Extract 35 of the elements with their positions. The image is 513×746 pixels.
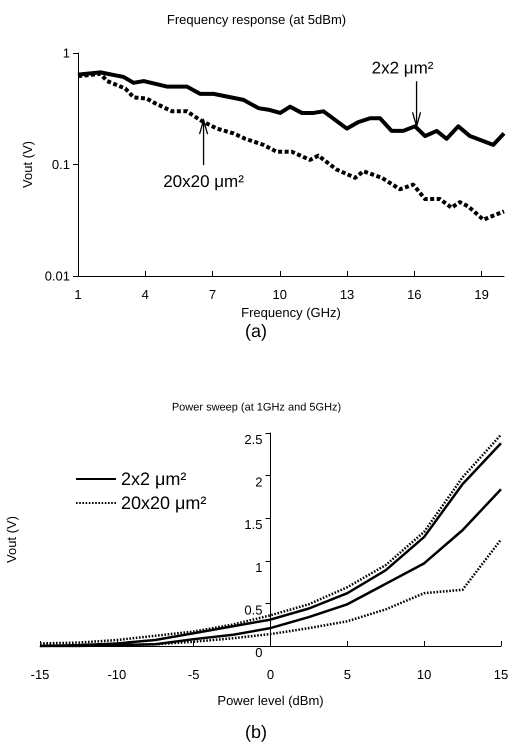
chart-title: Frequency response (at 5dBm) bbox=[166, 12, 346, 27]
x-tick-label: 4 bbox=[142, 287, 149, 302]
x-axis-title: Frequency (GHz) bbox=[241, 305, 341, 320]
x-tick-label: -15 bbox=[30, 667, 50, 682]
y-tick-label: 0.5 bbox=[244, 602, 262, 618]
x-axis-title: Power level (dBm) bbox=[217, 693, 324, 708]
y-tick-label: 0.01 bbox=[44, 268, 70, 284]
x-tick-label: 10 bbox=[416, 667, 432, 682]
annotation: 20x20 μm² bbox=[163, 172, 244, 192]
x-tick-label: 16 bbox=[407, 287, 422, 302]
y-tick-label: 1 bbox=[62, 46, 70, 60]
y-tick-label: 0.1 bbox=[52, 157, 70, 172]
x-tick-label: 5 bbox=[344, 667, 351, 682]
y-tick-label: 1.5 bbox=[244, 517, 262, 532]
x-tick-label: 19 bbox=[474, 287, 489, 302]
x-tick-label: -5 bbox=[188, 667, 200, 682]
chart-title: Power sweep (at 1GHz and 5GHz) bbox=[172, 402, 342, 414]
x-tick-label: 7 bbox=[208, 287, 216, 302]
y-tick-label: 0 bbox=[255, 645, 262, 660]
x-tick-label: -10 bbox=[107, 667, 126, 682]
x-tick-label: 13 bbox=[340, 287, 354, 302]
x-tick-label: 0 bbox=[266, 667, 274, 682]
y-axis-title: Vout (V) bbox=[4, 516, 19, 563]
annotation: 2x2 μm² bbox=[372, 58, 434, 78]
y-tick-label: 2.5 bbox=[244, 432, 262, 447]
y-tick-label: 1 bbox=[255, 560, 262, 575]
text: (b) bbox=[245, 722, 267, 742]
legend-label: 2x2 μm² bbox=[121, 469, 186, 489]
x-tick-label: 1 bbox=[74, 287, 82, 302]
legend-label: 20x20 μm² bbox=[121, 493, 206, 513]
y-tick-label: 2 bbox=[255, 474, 262, 490]
y-axis-title: Vout (V) bbox=[20, 141, 35, 188]
text: (a) bbox=[245, 321, 267, 341]
x-tick-label: 15 bbox=[494, 667, 508, 682]
x-tick-label: 10 bbox=[272, 287, 288, 302]
